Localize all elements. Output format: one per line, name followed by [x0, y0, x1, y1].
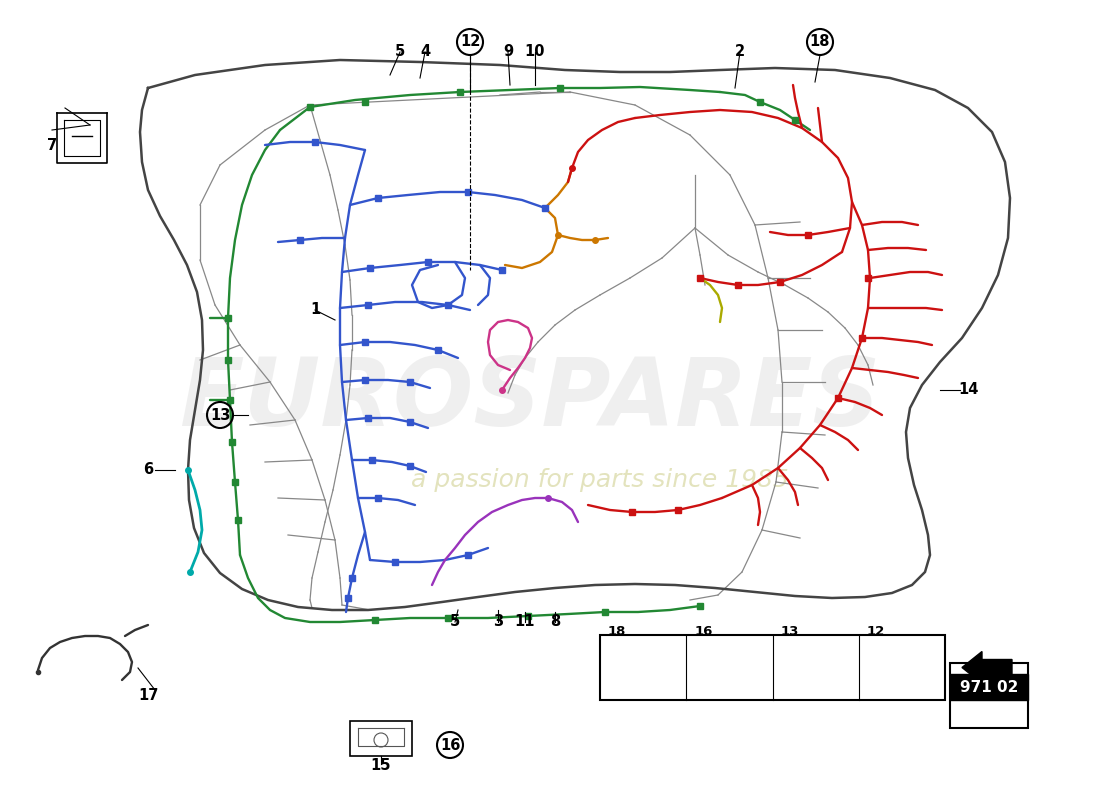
Text: 18: 18	[608, 625, 626, 638]
Text: 7: 7	[47, 138, 57, 153]
Text: 10: 10	[525, 45, 546, 59]
Text: 971 02: 971 02	[960, 679, 1019, 694]
FancyBboxPatch shape	[950, 663, 1028, 728]
Text: 18: 18	[810, 34, 830, 50]
Text: 13: 13	[210, 407, 230, 422]
Text: 6: 6	[143, 462, 153, 478]
Text: 12: 12	[867, 625, 886, 638]
Text: 3: 3	[493, 614, 503, 630]
Text: 1: 1	[310, 302, 320, 318]
Text: a passion for parts since 1985: a passion for parts since 1985	[411, 468, 789, 492]
Text: 4: 4	[420, 45, 430, 59]
Text: 12: 12	[460, 34, 481, 50]
Text: 14: 14	[958, 382, 978, 398]
Text: 16: 16	[440, 738, 460, 753]
Text: 15: 15	[371, 758, 392, 774]
Text: 16: 16	[694, 625, 713, 638]
FancyBboxPatch shape	[950, 674, 1028, 700]
FancyBboxPatch shape	[600, 635, 945, 700]
Text: EUROSPARES: EUROSPARES	[179, 354, 881, 446]
FancyBboxPatch shape	[350, 721, 412, 756]
Text: 8: 8	[550, 614, 560, 630]
Text: 2: 2	[735, 45, 745, 59]
Text: 5: 5	[450, 614, 460, 630]
Text: 13: 13	[781, 625, 799, 638]
Text: 9: 9	[503, 45, 513, 59]
Text: 17: 17	[138, 687, 158, 702]
Text: 5: 5	[395, 45, 405, 59]
Polygon shape	[962, 651, 1012, 683]
Text: 11: 11	[515, 614, 536, 630]
